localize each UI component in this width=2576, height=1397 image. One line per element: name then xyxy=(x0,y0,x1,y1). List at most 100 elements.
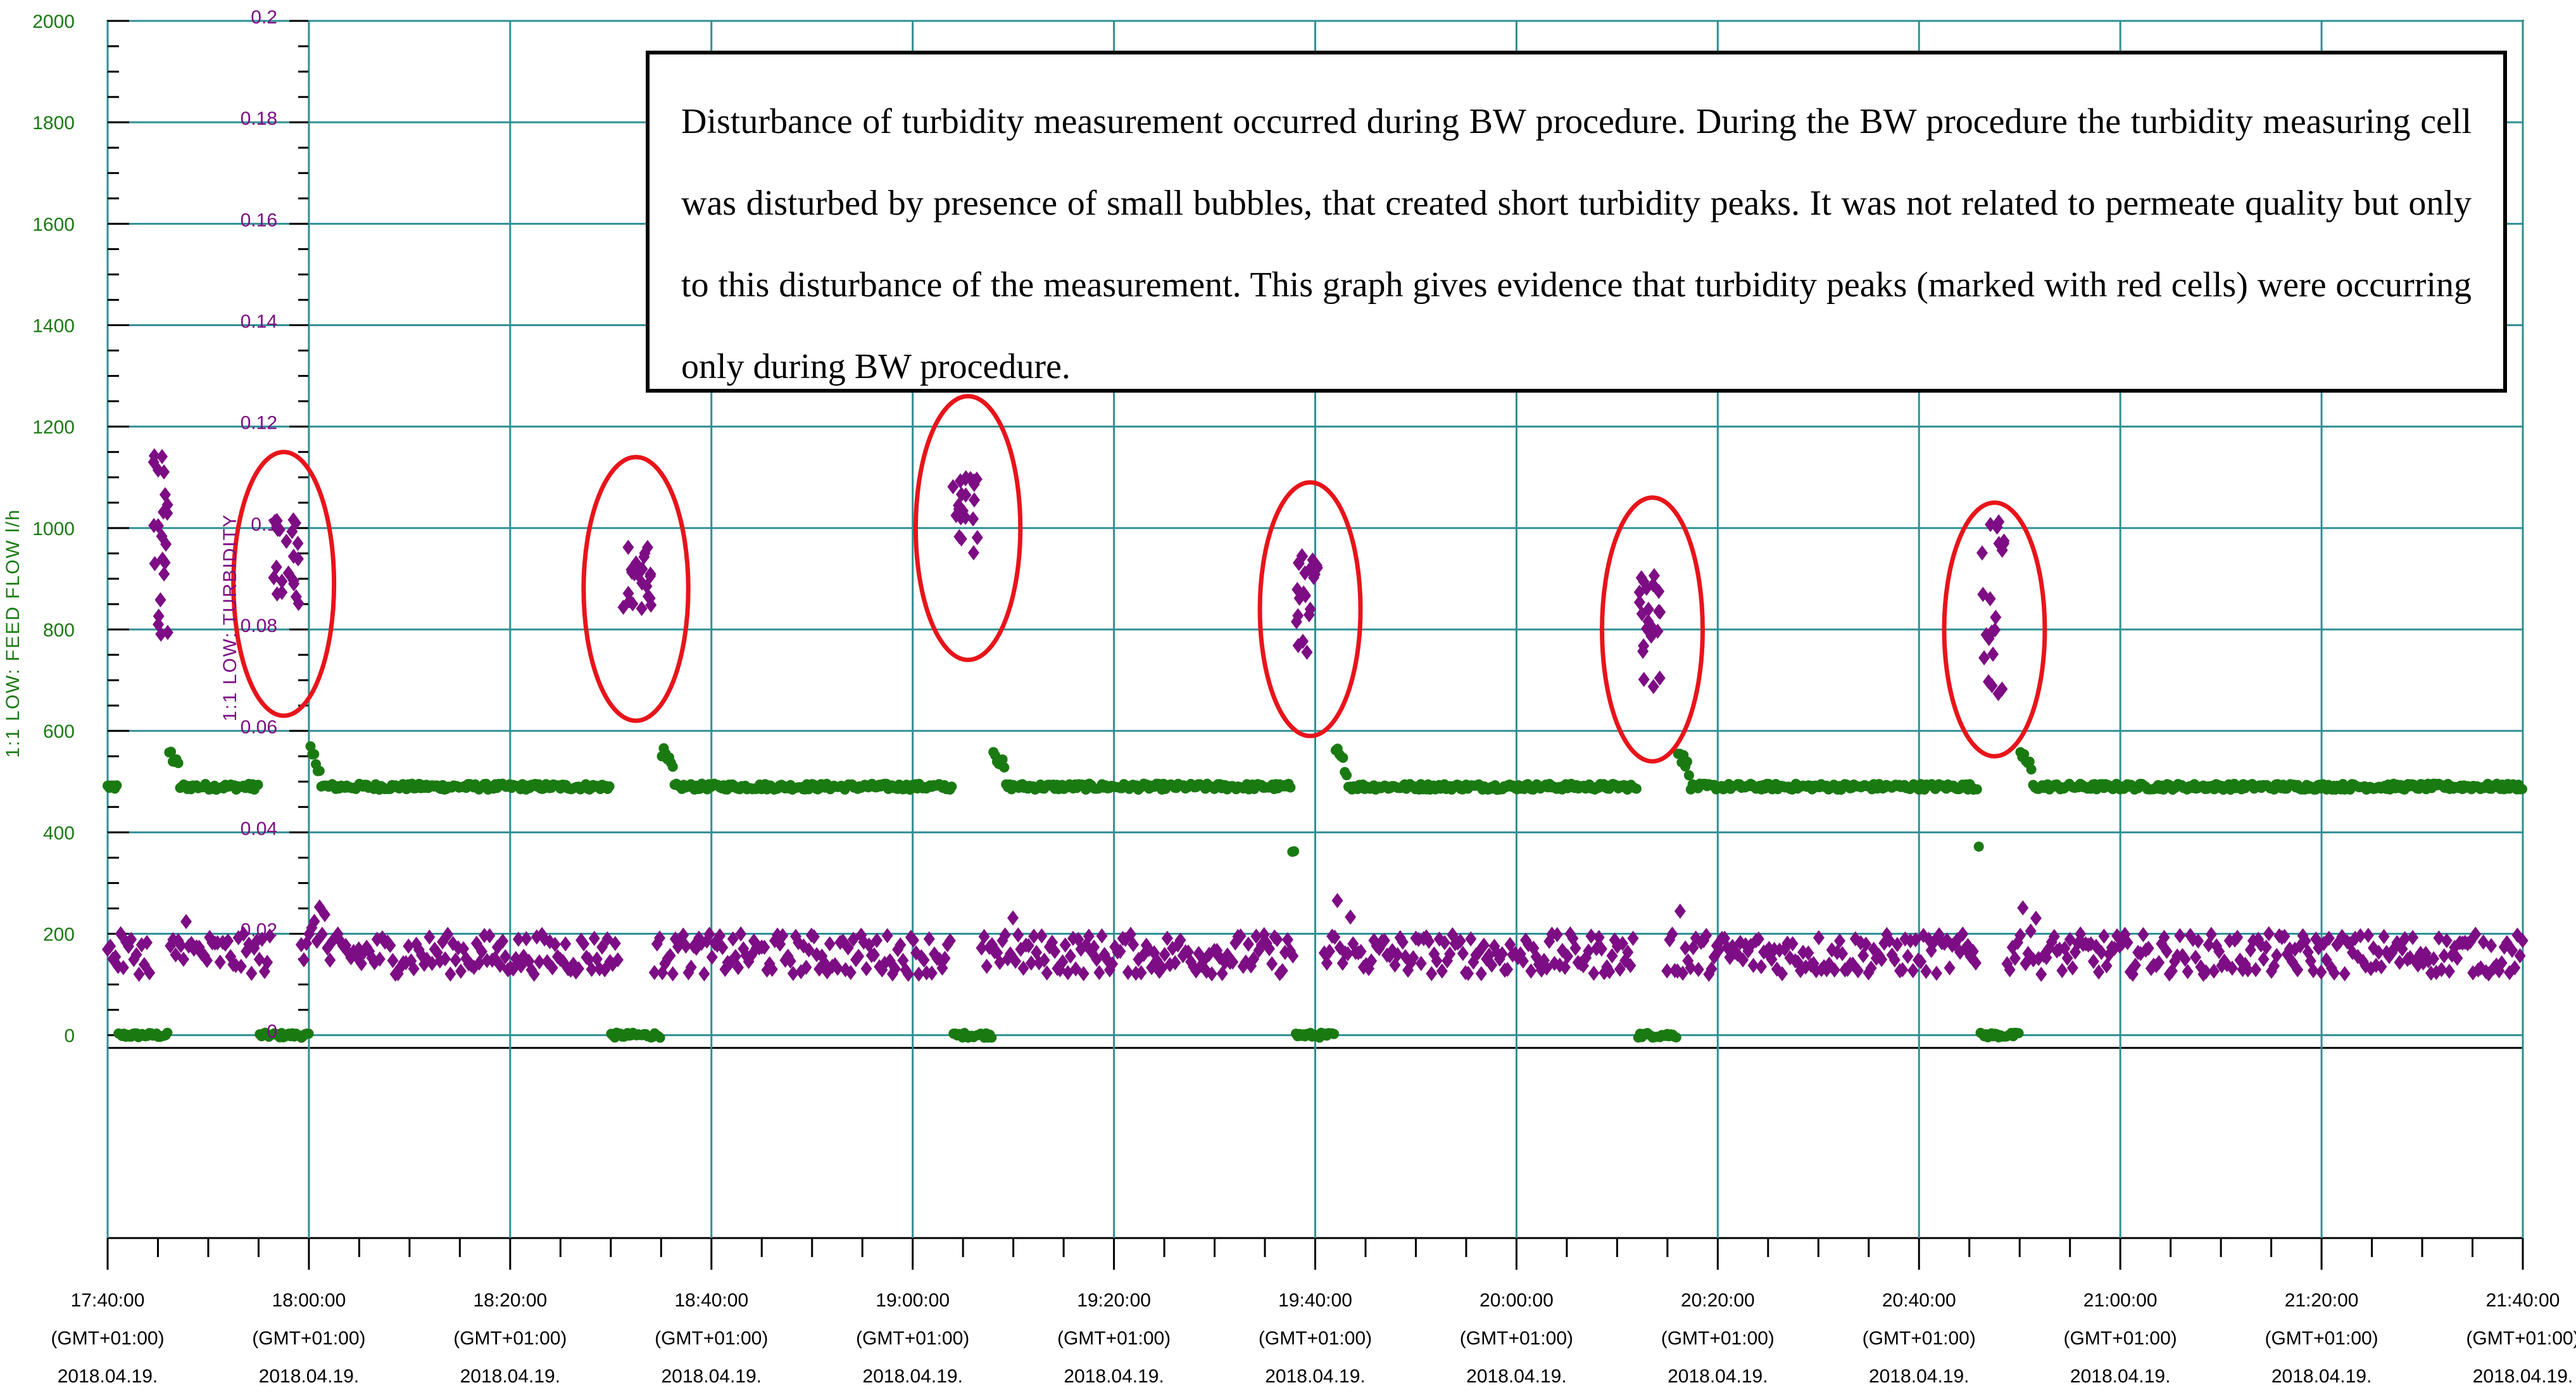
flow-point xyxy=(2026,764,2037,774)
turbidity-point xyxy=(180,914,192,930)
turbidity-point xyxy=(133,966,145,982)
turbidity-peak-point xyxy=(971,529,983,545)
turbidity-peak-point xyxy=(1978,650,1990,666)
turbidity-point xyxy=(1426,966,1438,982)
turbidity-point xyxy=(1324,944,1336,959)
annotation-box: Disturbance of turbidity measurement occ… xyxy=(646,51,2507,393)
turbidity-peak-point xyxy=(270,559,282,575)
turbidity-point xyxy=(1860,936,1872,952)
turbidity-point xyxy=(706,949,718,965)
turbidity-point xyxy=(1776,966,1788,982)
turbidity-point xyxy=(1666,926,1678,942)
flow-point xyxy=(162,1027,173,1038)
turbidity-peak-point xyxy=(159,555,171,571)
turbidity-peak-point xyxy=(1301,644,1313,660)
turbidity-point xyxy=(845,964,857,980)
x-tick-tz: (GMT+01:00) xyxy=(1057,1328,1171,1349)
turbidity-point xyxy=(1276,963,1288,978)
turbidity-point xyxy=(2101,958,2113,974)
turbidity-peak-point xyxy=(1653,604,1665,619)
turbidity-point xyxy=(1661,963,1673,979)
turbidity-point xyxy=(298,952,310,968)
turbidity-peak-point xyxy=(1987,647,1999,662)
flow-point xyxy=(314,766,325,776)
turbidity-point xyxy=(895,937,907,953)
turbidity-peak-point xyxy=(1640,621,1652,636)
turbidity-point xyxy=(1920,963,1932,979)
turbidity-point xyxy=(2433,930,2445,946)
turbidity-point xyxy=(2354,928,2366,944)
turbidity-point xyxy=(1049,944,1061,959)
turbidity-point xyxy=(1174,932,1186,948)
left-axis-label: 1200 xyxy=(32,417,75,438)
turbidity-peak-point xyxy=(1647,679,1659,695)
turbidity-point xyxy=(319,907,331,923)
turbidity-point xyxy=(1242,936,1254,952)
bw-highlight-circle xyxy=(231,450,337,718)
turbidity-axis-label: 0.18 xyxy=(241,108,277,129)
turbidity-point xyxy=(1593,930,1605,945)
turbidity-point xyxy=(1828,962,1840,978)
turbidity-point xyxy=(1059,937,1071,953)
turbidity-point xyxy=(2260,939,2272,955)
turbidity-point xyxy=(2258,951,2270,967)
turbidity-point xyxy=(803,942,815,958)
turbidity-point xyxy=(546,960,558,976)
turbidity-peak-point xyxy=(1977,586,1989,602)
turbidity-point xyxy=(1088,939,1100,955)
turbidity-point xyxy=(1897,962,1909,978)
turbidity-point xyxy=(735,926,747,942)
left-axis-label: 1800 xyxy=(32,113,75,134)
x-tick-time: 18:20:00 xyxy=(473,1290,547,1311)
flow-point xyxy=(997,754,1008,765)
turbidity-point xyxy=(2213,944,2225,959)
turbidity-point xyxy=(2130,958,2142,973)
turbidity-point xyxy=(2470,926,2482,942)
turbidity-point xyxy=(2516,933,2529,949)
turbidity-point xyxy=(528,966,540,982)
turbidity-point xyxy=(800,959,812,975)
turbidity-point xyxy=(1366,953,1378,969)
turbidity-point xyxy=(2443,963,2455,979)
chart-labels: 20001800160014001200100080060040020000.2… xyxy=(3,7,2576,1387)
turbidity-point xyxy=(2190,949,2202,965)
turbidity-peak-point xyxy=(627,596,639,612)
turbidity-point xyxy=(2009,951,2021,966)
turbidity-point xyxy=(1064,948,1076,964)
turbidity-point xyxy=(2179,951,2191,967)
turbidity-point xyxy=(1680,940,1692,956)
turbidity-point xyxy=(777,928,789,944)
turbidity-axis-label: 0 xyxy=(267,1021,277,1042)
flow-point xyxy=(999,762,1010,773)
turbidity-point xyxy=(808,929,820,945)
turbidity-point xyxy=(1227,954,1239,970)
turbidity-point xyxy=(685,959,697,975)
bw-highlight-circle xyxy=(913,394,1023,662)
turbidity-peak-point xyxy=(636,600,648,616)
turbidity-point xyxy=(1392,947,1404,963)
turbidity-point xyxy=(1888,952,1901,968)
turbidity-point xyxy=(141,935,153,951)
turbidity-point xyxy=(1944,960,1956,976)
turbidity-point xyxy=(2226,960,2238,976)
turbidity-point xyxy=(2087,954,2099,970)
turbidity-point xyxy=(2004,962,2016,978)
turbidity-point xyxy=(1444,946,1456,962)
turbidity-point xyxy=(1970,955,1982,971)
turbidity-peak-point xyxy=(1303,607,1315,623)
turbidity-point xyxy=(1517,953,1529,969)
turbidity-peak-point xyxy=(947,479,959,495)
turbidity-point xyxy=(2428,951,2440,967)
turbidity-point xyxy=(1902,949,1914,964)
turbidity-point xyxy=(1436,963,1448,979)
turbidity-point xyxy=(1025,955,1037,971)
turbidity-peak-point xyxy=(152,518,164,534)
turbidity-point xyxy=(1677,965,1689,981)
turbidity-point xyxy=(2153,955,2165,971)
turbidity-peak-point xyxy=(1290,614,1302,629)
turbidity-peak-point xyxy=(952,498,964,514)
turbidity-peak-point xyxy=(1642,602,1654,617)
turbidity-point xyxy=(1266,956,1278,971)
turbidity-point xyxy=(1431,953,1443,969)
turbidity-point xyxy=(1287,948,1299,964)
